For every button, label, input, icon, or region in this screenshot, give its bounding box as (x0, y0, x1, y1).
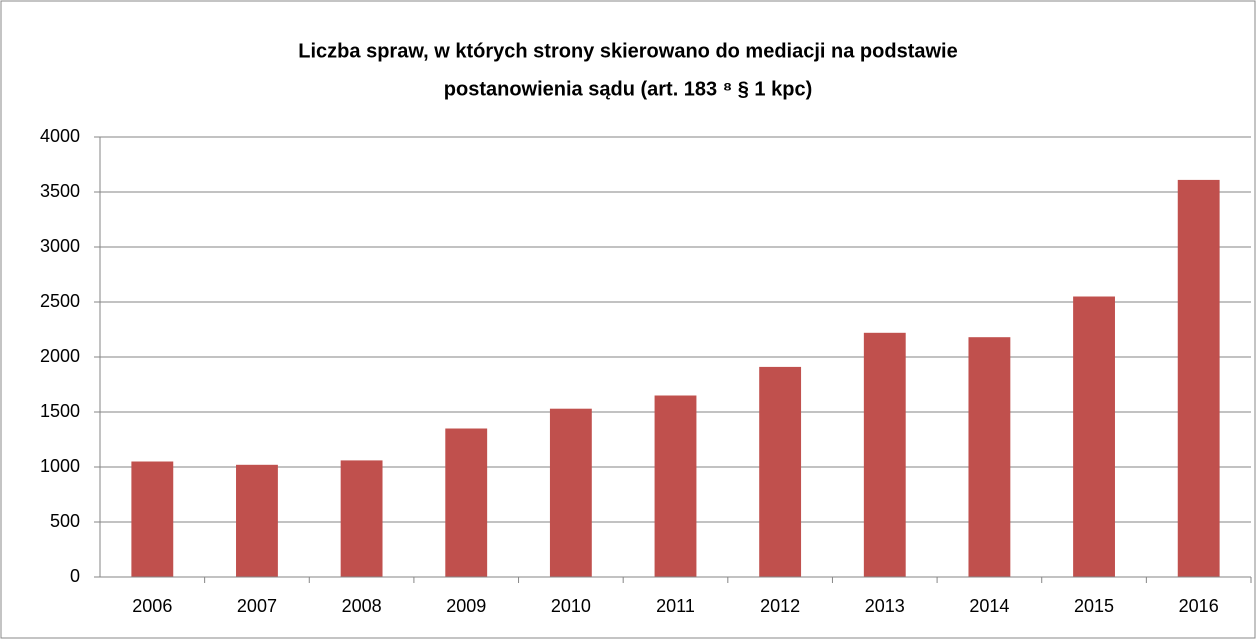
x-tick-label: 2010 (551, 596, 591, 616)
y-tick-label: 500 (50, 511, 80, 531)
x-tick-label: 2014 (969, 596, 1009, 616)
x-tick-label: 2008 (342, 596, 382, 616)
x-tick-label: 2006 (132, 596, 172, 616)
x-tick-label: 2011 (656, 596, 695, 616)
y-tick-label: 3500 (40, 181, 80, 201)
y-tick-label: 1500 (40, 401, 80, 421)
bar (549, 408, 592, 577)
chart-title: postanowienia sądu (art. 183 ⁸ § 1 kpc) (444, 78, 812, 100)
bar (445, 428, 488, 577)
x-tick-label: 2007 (237, 596, 277, 616)
y-tick-label: 4000 (40, 126, 80, 146)
bar (863, 332, 906, 577)
bar (968, 337, 1011, 577)
y-tick-label: 2500 (40, 291, 80, 311)
y-tick-label: 1000 (40, 456, 80, 476)
y-tick-label: 0 (70, 566, 80, 586)
bar (1073, 296, 1115, 577)
bar (340, 460, 383, 577)
bar (759, 366, 802, 577)
x-tick-label: 2013 (865, 596, 905, 616)
x-tick-label: 2012 (760, 596, 800, 616)
x-tick-label: 2015 (1074, 596, 1114, 616)
bar (131, 461, 174, 577)
y-tick-label: 2000 (40, 346, 80, 366)
bar (1177, 179, 1220, 577)
x-tick-label: 2016 (1179, 596, 1219, 616)
bar (236, 464, 278, 577)
y-tick-label: 3000 (40, 236, 80, 256)
chart-title: Liczba spraw, w których strony skierowan… (298, 40, 957, 62)
x-tick-label: 2009 (446, 596, 486, 616)
bar (654, 395, 697, 577)
